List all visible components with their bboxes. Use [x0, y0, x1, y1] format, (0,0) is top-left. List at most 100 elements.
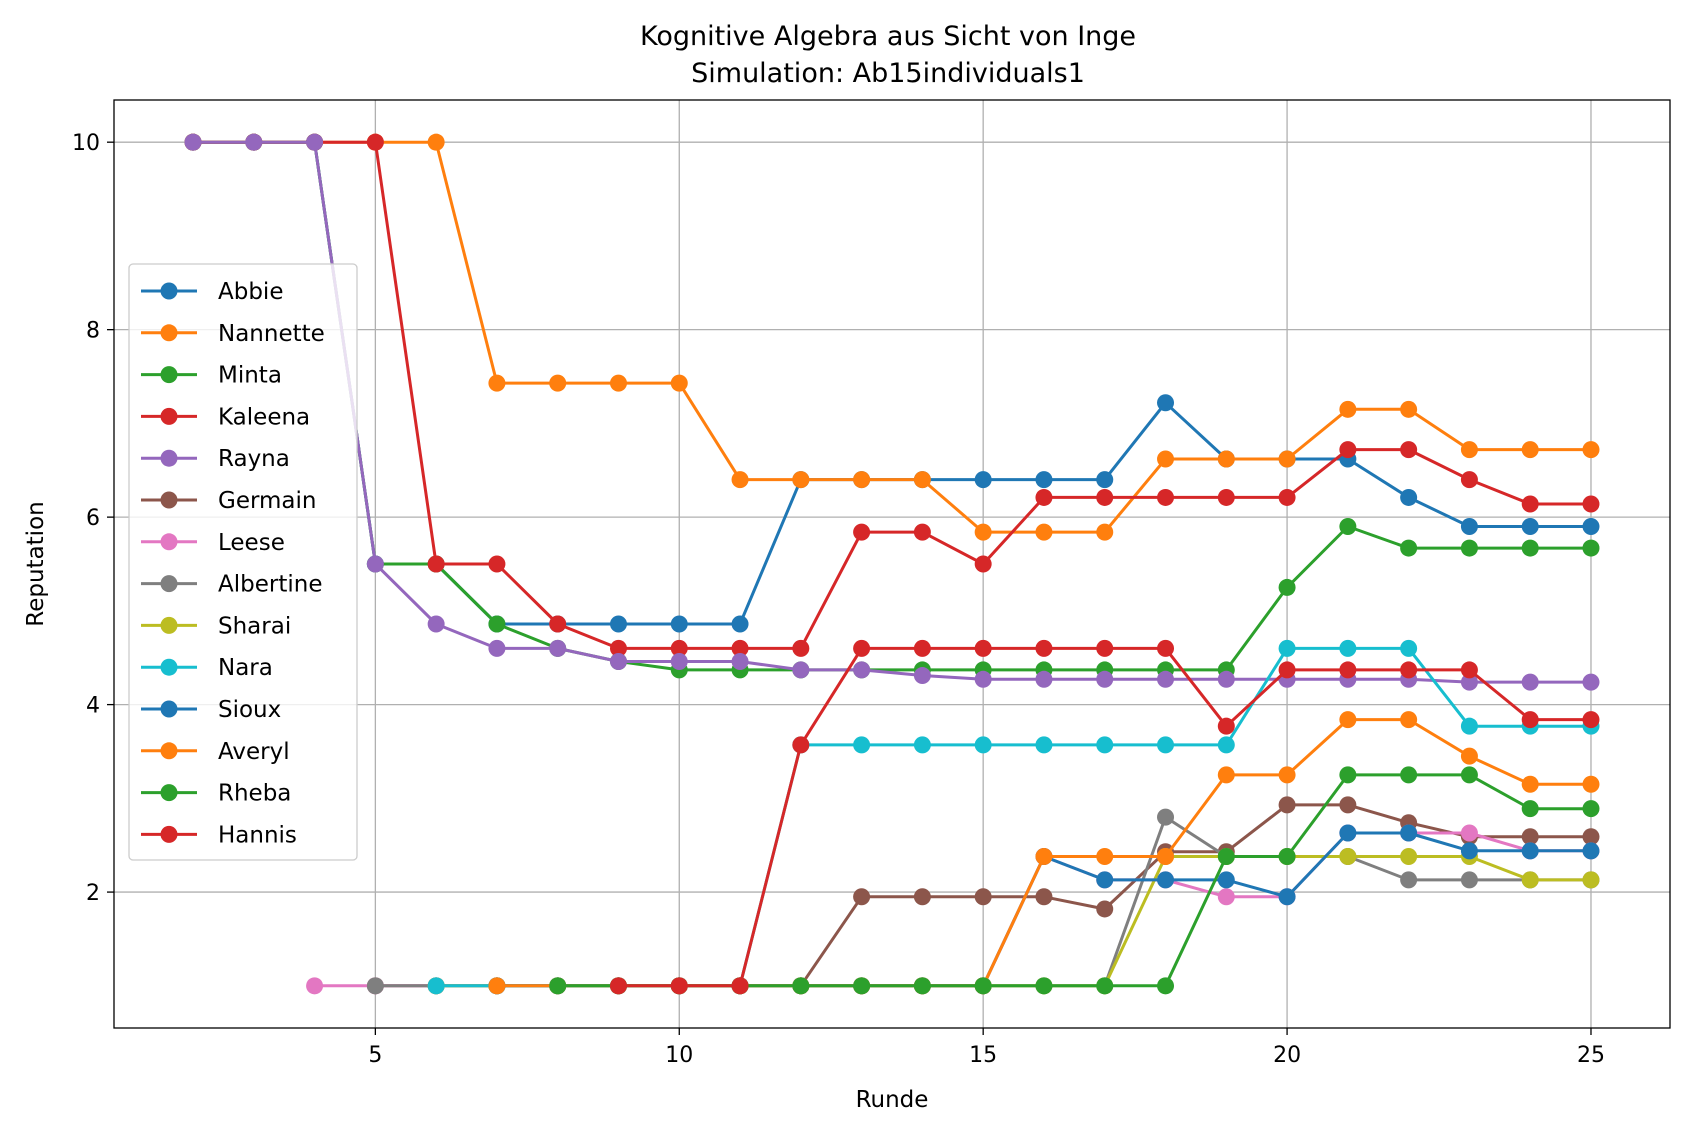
data-point — [731, 639, 749, 657]
data-point — [1157, 847, 1175, 865]
legend-box — [128, 263, 358, 861]
legend: Abbie Nannette Minta Kaleena Rayna Germain Lee… — [128, 263, 358, 861]
legend-item: Sharai — [141, 613, 291, 639]
data-point — [1460, 766, 1478, 784]
data-point — [1582, 539, 1600, 557]
data-point — [1521, 441, 1539, 459]
data-point — [1096, 977, 1114, 995]
data-point — [974, 555, 992, 573]
chart-subtitle: Simulation: Ab15individuals1 — [691, 58, 1085, 89]
data-point — [1582, 711, 1600, 729]
legend-marker — [160, 366, 178, 384]
data-point — [1400, 871, 1418, 889]
series-averyl — [488, 711, 1600, 995]
data-point — [488, 374, 506, 392]
data-point — [792, 471, 810, 489]
data-point — [1400, 400, 1418, 418]
data-point — [1521, 518, 1539, 536]
data-point — [1521, 711, 1539, 729]
data-point — [609, 652, 627, 670]
data-point — [1217, 888, 1235, 906]
data-point — [731, 977, 749, 995]
data-point — [549, 977, 567, 995]
series-line — [436, 646, 1591, 988]
legend-label: Sioux — [218, 697, 281, 723]
data-point — [974, 471, 992, 489]
data-point — [1278, 639, 1296, 657]
data-point — [1035, 736, 1053, 754]
data-point — [427, 615, 445, 633]
series-nannette — [184, 133, 1600, 541]
data-point — [1157, 394, 1175, 412]
data-point — [1278, 450, 1296, 468]
data-point — [853, 661, 871, 679]
y-axis-label: Reputation — [23, 501, 49, 626]
data-point — [1460, 441, 1478, 459]
data-point — [853, 639, 871, 657]
data-point — [427, 977, 445, 995]
data-point — [1035, 471, 1053, 489]
data-point — [1339, 847, 1357, 865]
x-axis-label: Runde — [856, 1087, 929, 1113]
data-point — [1278, 661, 1296, 679]
series-abbie — [184, 133, 1600, 633]
data-point — [1157, 670, 1175, 688]
data-point — [1217, 488, 1235, 506]
data-point — [1217, 871, 1235, 889]
x-tick-label: 25 — [1577, 1043, 1605, 1068]
y-tick-label: 6 — [86, 506, 100, 531]
x-tick-label: 10 — [665, 1043, 693, 1068]
data-point — [1035, 639, 1053, 657]
series-hannis — [609, 639, 1600, 995]
axis-ticks: 5 10 15 20 25 2 4 6 8 10 — [72, 131, 1605, 1068]
data-point — [1460, 518, 1478, 536]
data-point — [1521, 673, 1539, 691]
data-point — [1035, 977, 1053, 995]
data-point — [1278, 578, 1296, 596]
legend-marker — [160, 324, 178, 342]
legend-item: Leese — [141, 530, 285, 556]
data-point — [1096, 900, 1114, 918]
data-point — [913, 977, 931, 995]
data-point — [1521, 842, 1539, 860]
data-point — [245, 133, 263, 151]
y-tick-label: 2 — [86, 881, 100, 906]
legend-marker — [160, 700, 178, 718]
data-point — [1339, 518, 1357, 536]
data-point — [1339, 711, 1357, 729]
legend-marker — [160, 533, 178, 551]
data-point — [913, 523, 931, 541]
data-point — [1582, 775, 1600, 793]
data-point — [670, 652, 688, 670]
data-point — [913, 736, 931, 754]
legend-item: Germain — [141, 488, 317, 514]
data-point — [1217, 847, 1235, 865]
series-kaleena — [184, 133, 1600, 657]
data-point — [1400, 539, 1418, 557]
data-point — [792, 977, 810, 995]
data-point — [1157, 450, 1175, 468]
data-point — [1035, 847, 1053, 865]
data-point — [731, 615, 749, 633]
data-point — [1339, 441, 1357, 459]
legend-label: Rheba — [218, 781, 291, 807]
legend-item: Kaleena — [141, 404, 310, 430]
data-point — [609, 977, 627, 995]
data-point — [853, 736, 871, 754]
data-point — [792, 661, 810, 679]
data-point — [1521, 800, 1539, 818]
legend-label: Sharai — [218, 613, 291, 639]
legend-marker — [160, 742, 178, 760]
series-nara — [427, 639, 1600, 995]
data-point — [1096, 871, 1114, 889]
data-point — [1096, 847, 1114, 865]
legend-item: Averyl — [141, 739, 290, 765]
data-point — [1460, 747, 1478, 765]
data-point — [1582, 441, 1600, 459]
data-point — [1096, 471, 1114, 489]
series-line — [193, 140, 1591, 626]
data-point — [853, 523, 871, 541]
y-tick-label: 4 — [86, 694, 100, 719]
data-point — [1460, 717, 1478, 735]
legend-item: Abbie — [141, 279, 283, 305]
